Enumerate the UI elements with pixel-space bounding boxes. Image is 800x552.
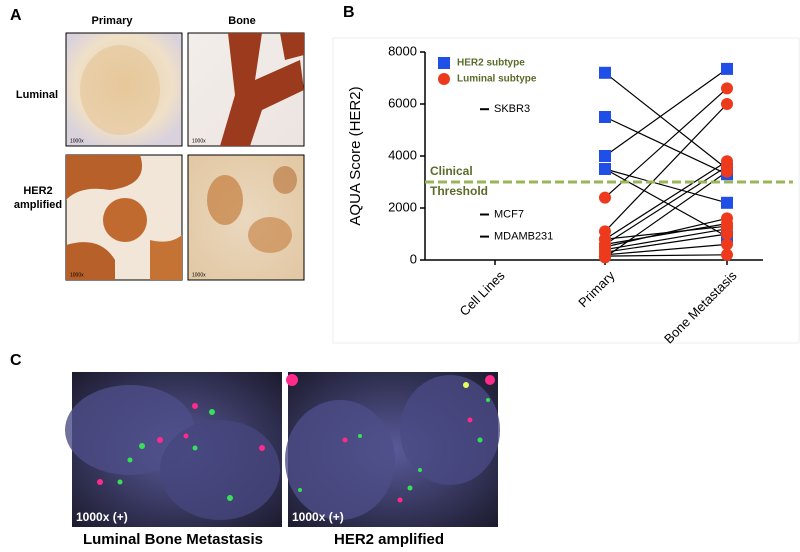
- row-header: Luminal: [16, 89, 58, 101]
- legend-marker: [438, 73, 450, 85]
- micrograph: [187, 32, 305, 147]
- magnification: 1000x (+): [76, 510, 128, 524]
- magnification: 1000x: [192, 138, 206, 144]
- micrograph: [65, 154, 183, 281]
- pair-line: [604, 168, 728, 204]
- x-tick-label: Primary: [575, 268, 618, 311]
- micrograph: [65, 32, 183, 147]
- data-point: [599, 150, 611, 162]
- pair-line: [604, 225, 728, 240]
- pair-line: [604, 68, 728, 157]
- pair-line: [604, 254, 728, 257]
- micrograph: [187, 154, 305, 281]
- magnification: 1000x (+): [292, 510, 344, 524]
- magnification: 1000x: [192, 272, 206, 278]
- pair-line: [604, 223, 728, 245]
- panel-label: B: [343, 4, 355, 21]
- data-point: [721, 82, 733, 95]
- fluorescence-image: [285, 372, 500, 527]
- data-point: [599, 251, 611, 264]
- pair-line: [604, 228, 728, 251]
- data-point: [721, 196, 733, 209]
- column-header: Primary: [92, 15, 134, 27]
- image-caption: HER2 amplified: [334, 531, 444, 548]
- pair-line: [604, 168, 728, 238]
- panel-frame: [332, 37, 800, 344]
- data-point: [599, 233, 611, 246]
- data-point: [599, 111, 611, 123]
- pair-line: [604, 72, 728, 170]
- legend-label: HER2 subtype: [457, 58, 525, 69]
- data-point: [721, 62, 733, 75]
- pair-line: [604, 233, 728, 253]
- data-point: [721, 238, 733, 251]
- y-tick-label: 0: [410, 251, 417, 266]
- legend-marker: [438, 57, 450, 69]
- magnification: 1000x: [70, 138, 84, 144]
- y-tick-label: 4000: [388, 147, 417, 162]
- pair-line: [604, 165, 728, 245]
- panel-label: A: [10, 7, 22, 24]
- pair-line: [604, 160, 728, 240]
- data-point: [721, 220, 733, 233]
- pair-line: [604, 243, 728, 256]
- pair-line: [604, 103, 728, 232]
- data-point: [721, 98, 733, 110]
- panel-label: C: [10, 352, 22, 369]
- row-header: HER2 amplified: [13, 185, 63, 211]
- y-axis-title: AQUA Score (HER2): [347, 86, 364, 225]
- y-tick-label: 2000: [388, 199, 417, 214]
- x-tick-label: Cell Lines: [457, 268, 508, 319]
- data-point: [599, 163, 611, 175]
- data-point: [599, 66, 611, 79]
- cell-line-label: MCF7: [494, 208, 524, 220]
- y-tick-label: 6000: [388, 95, 417, 110]
- data-point: [721, 248, 733, 261]
- image-caption: Luminal Bone Metastasis: [83, 531, 263, 548]
- pair-line: [604, 87, 728, 199]
- fluorescence-image: [65, 372, 282, 527]
- data-point: [599, 191, 611, 204]
- pair-line: [604, 116, 728, 175]
- y-tick-label: 8000: [388, 43, 417, 58]
- data-point: [721, 165, 733, 178]
- cell-line-label: MDAMB231: [494, 231, 553, 243]
- legend-label: Luminal subtype: [457, 74, 537, 85]
- column-header: Bone: [228, 15, 256, 27]
- x-tick-label: Bone Metastasis: [661, 268, 740, 347]
- threshold-label: Clinical Threshold: [430, 164, 489, 198]
- pair-line: [604, 171, 728, 258]
- cell-line-label: SKBR3: [494, 103, 530, 115]
- magnification: 1000x: [70, 272, 84, 278]
